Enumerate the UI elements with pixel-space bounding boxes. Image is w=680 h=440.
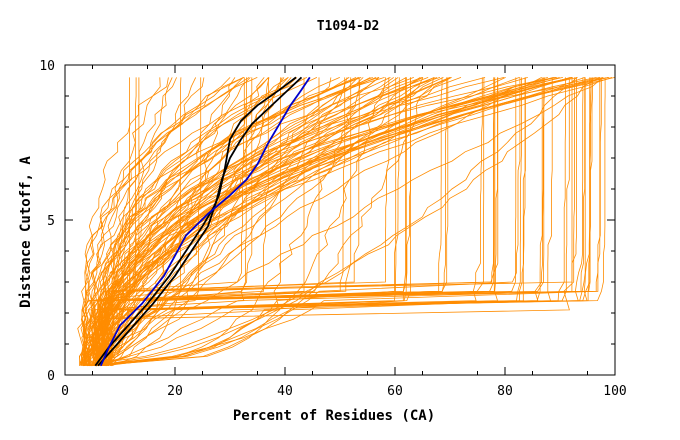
model-curve xyxy=(83,77,281,366)
model-curve xyxy=(92,77,575,366)
model-curve xyxy=(96,77,578,367)
model-curve xyxy=(98,77,394,366)
y-tick-label: 0 xyxy=(47,369,55,384)
model-curve xyxy=(102,77,560,366)
model-curve xyxy=(103,77,421,366)
model-curve xyxy=(79,77,485,366)
model-curve xyxy=(100,77,586,367)
model-curve xyxy=(102,77,269,366)
model-curve xyxy=(82,77,380,366)
model-curve xyxy=(92,77,320,366)
highlight-curve-blue-2 xyxy=(99,76,311,367)
model-curve xyxy=(92,77,553,367)
model-curve xyxy=(100,77,591,366)
model-curve xyxy=(95,77,377,366)
x-axis-label: Percent of Residues (CA) xyxy=(233,408,435,424)
y-tick-label: 10 xyxy=(39,59,55,74)
model-curve xyxy=(108,77,269,366)
y-tick-label: 5 xyxy=(47,214,55,229)
x-tick-label: 60 xyxy=(387,384,403,399)
model-curve xyxy=(93,77,360,366)
model-curve xyxy=(86,77,543,366)
tick-layer: 0 20 40 60 80 100 0 5 10 xyxy=(39,59,626,399)
model-curve xyxy=(96,77,573,366)
highlight-curve-black-1 xyxy=(97,76,303,367)
chart-title: T1094-D2 xyxy=(317,19,380,34)
model-curve xyxy=(88,77,616,366)
model-curve xyxy=(105,77,265,366)
model-curve xyxy=(101,77,462,366)
series-layer xyxy=(77,76,616,367)
model-curve xyxy=(77,77,307,366)
x-tick-label: 20 xyxy=(167,384,183,399)
model-curve xyxy=(97,77,435,366)
model-curve xyxy=(89,77,601,367)
model-curve xyxy=(103,77,499,366)
y-axis-label: Distance Cutoff, A xyxy=(18,156,34,308)
x-tick-label: 0 xyxy=(61,384,69,399)
model-curve xyxy=(110,77,332,366)
model-curve xyxy=(86,77,397,367)
model-curve xyxy=(95,77,386,367)
model-curve xyxy=(97,77,586,366)
x-tick-label: 100 xyxy=(603,384,626,399)
model-curve xyxy=(83,77,424,366)
model-curve xyxy=(90,77,244,366)
model-curve xyxy=(100,77,499,366)
model-curve xyxy=(95,77,435,367)
x-tick-label: 40 xyxy=(277,384,293,399)
model-curve xyxy=(102,77,545,366)
model-curve xyxy=(105,77,542,366)
model-curve xyxy=(83,77,600,367)
x-tick-label: 80 xyxy=(497,384,513,399)
model-curve xyxy=(81,77,244,366)
model-curve xyxy=(79,77,557,366)
model-curve xyxy=(84,77,424,367)
model-curve xyxy=(91,77,483,366)
model-curve xyxy=(110,77,451,366)
model-curve xyxy=(102,77,169,366)
model-curve xyxy=(99,77,521,367)
model-curve xyxy=(102,77,528,366)
model-curve xyxy=(83,77,557,366)
model-curve xyxy=(97,77,570,366)
model-curve xyxy=(99,77,573,366)
model-curve xyxy=(78,77,231,366)
model-curve xyxy=(90,77,563,366)
model-curve xyxy=(105,77,352,366)
